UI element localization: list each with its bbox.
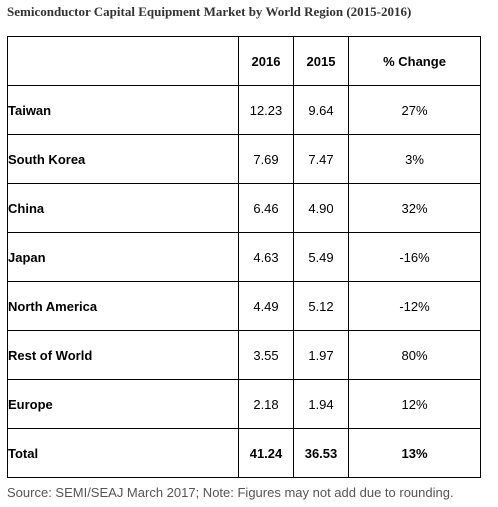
header-cell-region xyxy=(7,36,239,86)
table-body: Taiwan 12.23 9.64 27% South Korea 7.69 7.47 3% C… xyxy=(7,85,481,478)
data-table: 2016 2015 % Change Taiwan 12.23 9.64 27% Sou… xyxy=(7,36,481,478)
row-2016-cell: 2.18 xyxy=(238,379,294,429)
row-region-cell: China xyxy=(7,183,239,233)
row-2015-cell: 5.12 xyxy=(293,281,349,331)
row-change-cell: -12% xyxy=(348,281,481,331)
source-note: Source: SEMI/SEAJ March 2017; Note: Figu… xyxy=(7,485,454,500)
table-row-total: Total 41.24 36.53 13% xyxy=(7,428,481,478)
table-row: South Korea 7.69 7.47 3% xyxy=(7,134,481,184)
row-change-cell: 27% xyxy=(348,85,481,135)
row-change-cell: 12% xyxy=(348,379,481,429)
row-2015-cell: 1.97 xyxy=(293,330,349,380)
header-cell-2015: 2015 xyxy=(293,36,349,86)
row-2015-cell: 4.90 xyxy=(293,183,349,233)
row-2015-cell: 7.47 xyxy=(293,134,349,184)
header-cell-change: % Change xyxy=(348,36,481,86)
header-cell-2016: 2016 xyxy=(238,36,294,86)
table-row: Taiwan 12.23 9.64 27% xyxy=(7,85,481,135)
row-2016-cell: 4.49 xyxy=(238,281,294,331)
row-change-cell: -16% xyxy=(348,232,481,282)
row-2015-cell: 1.94 xyxy=(293,379,349,429)
row-change-cell: 3% xyxy=(348,134,481,184)
row-region-cell: South Korea xyxy=(7,134,239,184)
row-2016-cell: 4.63 xyxy=(238,232,294,282)
row-2016-cell: 12.23 xyxy=(238,85,294,135)
row-2016-cell: 6.46 xyxy=(238,183,294,233)
chart-title: Semiconductor Capital Equipment Market b… xyxy=(7,4,412,19)
row-2016-cell: 3.55 xyxy=(238,330,294,380)
table-row: China 6.46 4.90 32% xyxy=(7,183,481,233)
row-region-cell: North America xyxy=(7,281,239,331)
table-row: Rest of World 3.55 1.97 80% xyxy=(7,330,481,380)
table-header-row: 2016 2015 % Change xyxy=(7,36,481,86)
row-region-cell: Total xyxy=(7,428,239,478)
row-2015-cell: 5.49 xyxy=(293,232,349,282)
row-region-cell: Europe xyxy=(7,379,239,429)
row-2016-cell: 41.24 xyxy=(238,428,294,478)
row-region-cell: Taiwan xyxy=(7,85,239,135)
row-2015-cell: 9.64 xyxy=(293,85,349,135)
row-2016-cell: 7.69 xyxy=(238,134,294,184)
row-change-cell: 13% xyxy=(348,428,481,478)
table-row: North America 4.49 5.12 -12% xyxy=(7,281,481,331)
row-2015-cell: 36.53 xyxy=(293,428,349,478)
table-row: Japan 4.63 5.49 -16% xyxy=(7,232,481,282)
table-row: Europe 2.18 1.94 12% xyxy=(7,379,481,429)
row-change-cell: 32% xyxy=(348,183,481,233)
row-change-cell: 80% xyxy=(348,330,481,380)
row-region-cell: Rest of World xyxy=(7,330,239,380)
row-region-cell: Japan xyxy=(7,232,239,282)
